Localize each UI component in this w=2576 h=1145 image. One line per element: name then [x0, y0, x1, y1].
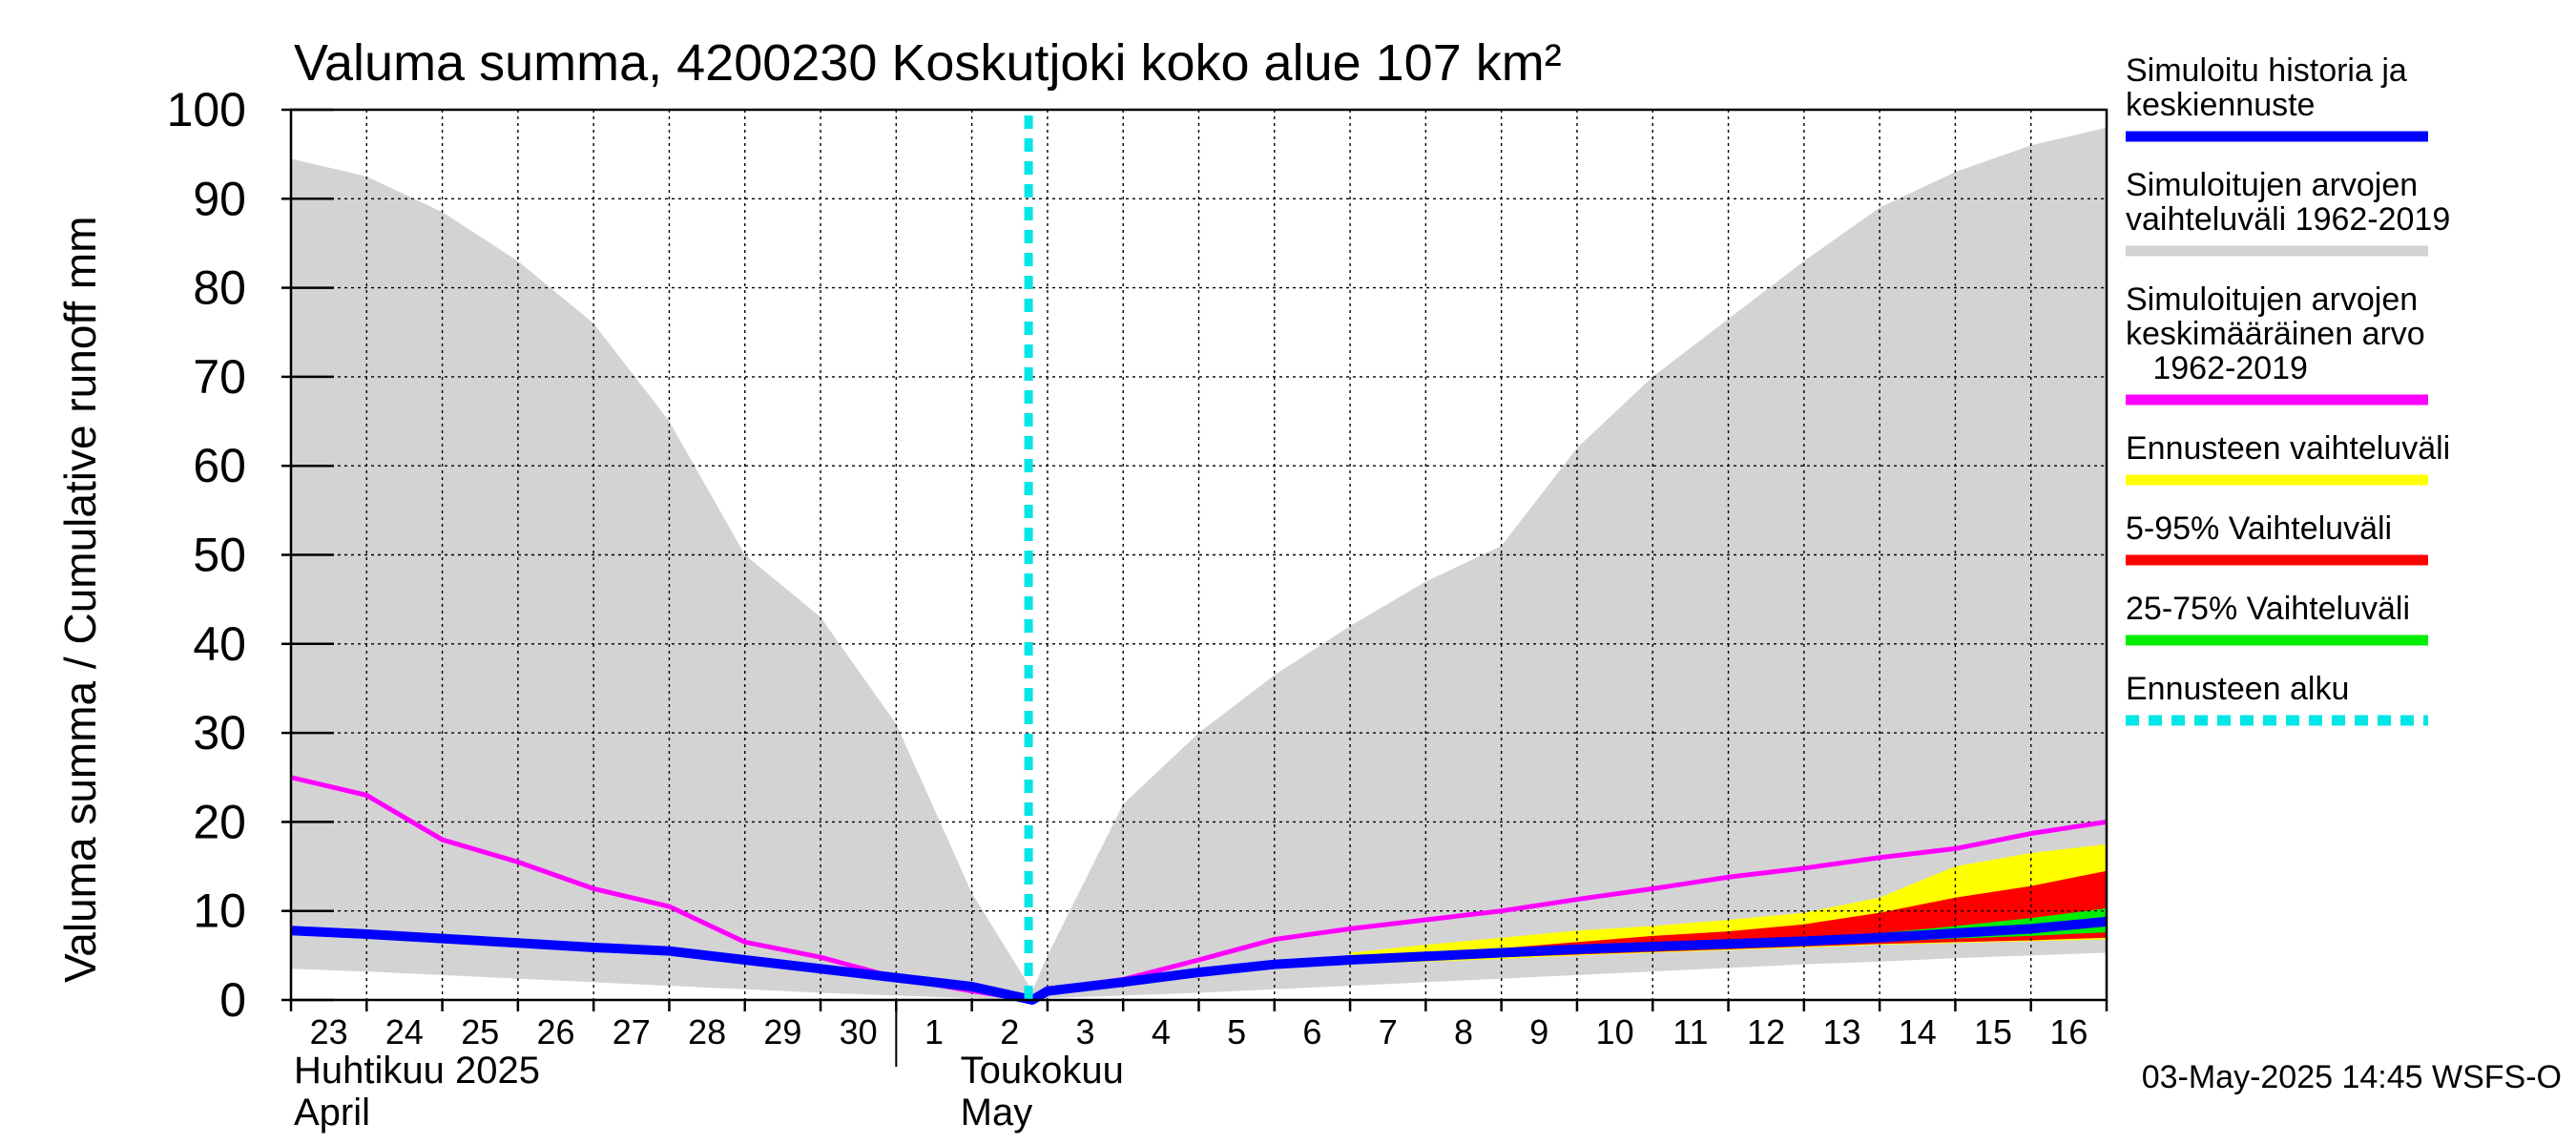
x-tick-label: 1 [924, 1012, 944, 1051]
x-tick-label: 4 [1152, 1012, 1171, 1051]
y-tick-label: 80 [193, 261, 246, 315]
x-tick-label: 25 [461, 1012, 499, 1051]
x-tick-label: 10 [1596, 1012, 1634, 1051]
x-tick-label: 29 [763, 1012, 801, 1051]
line-simuloitu-historia-ja-keskiennuste [290, 916, 2108, 1005]
legend-label: Simuloitu historia ja [2126, 52, 2407, 89]
y-tick-label: 100 [167, 83, 246, 136]
legend-label: Ennusteen vaihteluväli [2126, 430, 2450, 467]
x-tick-label: 3 [1076, 1012, 1095, 1051]
x-tick-label: 11 [1672, 1012, 1708, 1051]
y-tick-label: 0 [219, 973, 246, 1027]
x-tick-label: 7 [1379, 1012, 1398, 1051]
legend-label: vaihteluväli 1962-2019 [2126, 201, 2450, 238]
legend-label: keskiennuste [2126, 87, 2315, 123]
legend-label: Simuloitujen arvojen [2126, 281, 2418, 318]
legend-label: 5-95% Vaihteluväli [2126, 510, 2392, 547]
x-tick-label: 26 [536, 1012, 574, 1051]
grid-layer [291, 110, 2107, 1000]
x-tick-label: 30 [840, 1012, 878, 1051]
x-tick-label: 6 [1302, 1012, 1321, 1051]
x-tick-label: 15 [1974, 1012, 2012, 1051]
y-axis-label: Valuma summa / Cumulative runoff mm [55, 216, 105, 983]
legend-label: Ennusteen alku [2126, 671, 2349, 707]
x-tick-label: 14 [1899, 1012, 1937, 1051]
y-tick-label: 60 [193, 439, 246, 492]
y-tick-label: 10 [193, 885, 246, 938]
line-simuloitujen-arvojen-keskim-r-inen-arvo-1962-2019 [290, 775, 2108, 1003]
footer-timestamp: 03-May-2025 14:45 WSFS-O [2142, 1059, 2562, 1095]
y-tick-label: 90 [193, 172, 246, 225]
x-tick-label: 28 [688, 1012, 726, 1051]
month-label-en: April [294, 1092, 370, 1134]
x-tick-label: 27 [613, 1012, 651, 1051]
legend-label: 1962-2019 [2126, 350, 2308, 386]
x-tick-label: 24 [385, 1012, 424, 1051]
x-tick-label: 8 [1454, 1012, 1473, 1051]
chart-title: Valuma summa, 4200230 Koskutjoki koko al… [294, 34, 1562, 92]
x-tick-label: 2 [1000, 1012, 1019, 1051]
band-simuloitujen-arvojen-vaihteluv-li-1962-2019 [291, 127, 2107, 1000]
month-label-en: May [961, 1092, 1033, 1134]
x-tick-label: 12 [1747, 1012, 1785, 1051]
x-tick-label: 23 [310, 1012, 348, 1051]
legend-label: Simuloitujen arvojen [2126, 167, 2418, 203]
legend-label: keskimääräinen arvo [2126, 316, 2425, 352]
line-layer [290, 115, 2108, 1005]
month-label: Huhtikuu 2025 [294, 1050, 540, 1092]
y-tick-label: 40 [193, 617, 246, 671]
y-tick-label: 30 [193, 706, 246, 760]
y-tick-label: 70 [193, 350, 246, 404]
x-tick-label: 16 [2049, 1012, 2088, 1051]
legend-label: 25-75% Vaihteluväli [2126, 591, 2410, 627]
y-tick-label: 20 [193, 795, 246, 848]
y-tick-label: 50 [193, 529, 246, 582]
month-label: Toukokuu [961, 1050, 1124, 1092]
x-tick-label: 5 [1227, 1012, 1246, 1051]
x-tick-label: 9 [1529, 1012, 1548, 1051]
x-tick-label: 13 [1822, 1012, 1860, 1051]
